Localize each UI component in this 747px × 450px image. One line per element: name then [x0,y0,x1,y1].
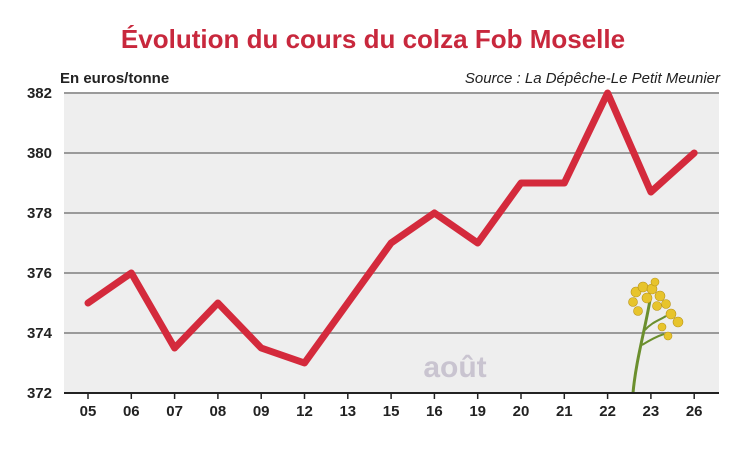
x-tick-label: 23 [643,403,660,420]
x-tick-label: 13 [339,403,356,420]
y-tick-label: 376 [27,265,52,282]
y-axis: 372 374 376 378 380 382 [27,85,53,402]
x-tick-label: 20 [513,403,530,420]
chart-title: Évolution du cours du colza Fob Moselle [121,24,625,54]
unit-label: En euros/tonne [60,70,169,87]
x-tick-label: 22 [599,403,616,420]
x-tick-label: 06 [123,403,140,420]
y-tick-label: 380 [27,145,52,162]
y-tick-label: 374 [27,325,53,342]
source-label: Source : La Dépêche-Le Petit Meunier [465,70,721,87]
x-axis: 05 06 07 08 09 12 13 15 16 19 20 21 22 23 26 [80,393,703,420]
rapeseed-flower-icon [628,277,684,394]
month-label: août [423,351,486,384]
x-tick-label: 15 [383,403,400,420]
x-tick-label: 21 [556,403,573,420]
x-tick-label: 16 [426,403,443,420]
y-tick-label: 372 [27,385,52,402]
x-tick-label: 09 [253,403,270,420]
x-tick-label: 12 [296,403,313,420]
series-line [84,89,698,367]
x-tick-label: 26 [686,403,703,420]
gridlines [64,92,719,334]
x-tick-label: 08 [210,403,227,420]
y-tick-label: 382 [27,85,52,102]
x-tick-label: 19 [469,403,486,420]
x-tick-label: 05 [80,403,97,420]
y-tick-label: 378 [27,205,52,222]
x-tick-label: 07 [166,403,183,420]
